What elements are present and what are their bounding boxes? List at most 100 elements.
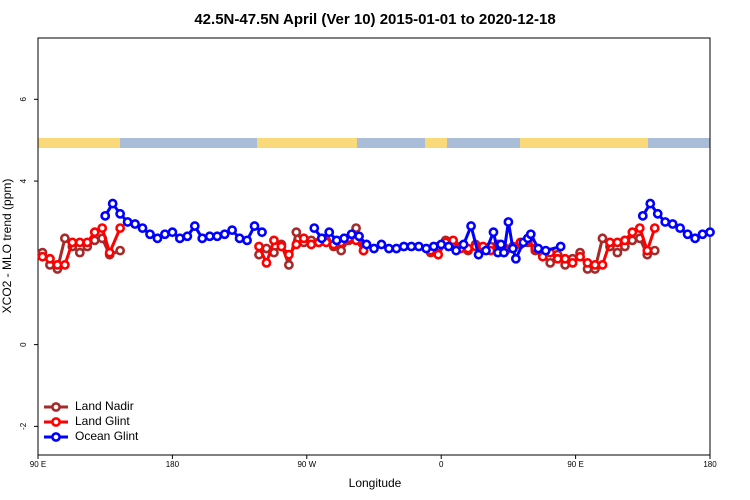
data-point [309,223,320,234]
data-point [269,235,279,246]
data-point [525,229,536,240]
data-point [52,259,63,270]
x-tick-label: 0 [439,460,444,469]
data-point [351,223,361,234]
data-point [107,198,118,209]
legend-swatch-point [51,417,61,427]
legend-label: Land Nadir [75,399,134,413]
data-point [705,227,715,238]
land-mask [38,138,710,148]
data-point [100,210,111,221]
data-point [291,227,302,238]
data-point [115,223,126,234]
data-point [89,227,100,238]
data-point [590,259,600,270]
data-point [122,217,133,227]
data-point [242,235,252,246]
data-point [384,243,394,254]
legend-swatch-point [51,432,61,442]
y-tick-label: 6 [19,97,28,102]
data-point [597,233,608,244]
data-point [324,227,335,238]
data-point [276,241,287,252]
data-point [97,223,108,234]
data-point [391,243,402,254]
data-point [219,229,230,240]
x-tick-label: 90 E [30,460,46,469]
data-point [316,233,327,244]
data-point [619,235,630,246]
data-point [204,231,215,242]
data-point [227,225,238,236]
data-point [675,223,686,234]
data-point [627,235,638,246]
data-point [104,247,115,258]
data-point [637,210,648,221]
data-point [130,219,140,229]
x-tick-label: 90 W [297,460,316,469]
x-tick-label: 180 [703,460,717,469]
data-point [59,233,70,244]
chart-title: 42.5N-47.5N April (Ver 10) 2015-01-01 to… [194,11,555,28]
data-point [354,231,364,242]
data-point [473,249,484,260]
data-point [160,229,170,240]
data-point [234,233,245,244]
data-point [433,249,444,260]
data-point [421,243,432,254]
land-strip [38,138,120,148]
data-point [361,239,372,250]
data-point [45,253,55,264]
land-strip [257,138,357,148]
legend-label: Ocean Glint [75,429,139,443]
data-point [552,253,563,264]
data-point [436,239,447,250]
data-point [406,241,417,252]
data-point [448,235,459,246]
data-point [369,243,379,254]
data-point [74,247,85,258]
data-point [555,241,566,252]
data-point [145,229,155,240]
y-tick-label: 4 [19,178,28,183]
y-axis-title: XCO2 - MLO trend (ppm) [0,179,14,314]
data-point [466,221,476,231]
ocean-strip [38,138,710,148]
data-point [115,245,126,256]
data-point [82,237,93,248]
data-point [37,251,48,262]
data-point [503,217,514,227]
data-point [115,208,126,219]
data-point [167,227,178,238]
data-point [575,251,585,262]
y-tick-label: -2 [19,422,28,430]
data-point [612,247,623,258]
data-point [261,257,272,268]
data-point [605,237,615,248]
data-point [645,198,656,209]
data-point [182,231,193,242]
data-point [283,249,294,260]
data-point [336,245,347,256]
data-point [306,239,317,250]
data-point [346,229,357,240]
legend-swatch-point [51,402,61,412]
data-point [197,233,208,244]
data-point [398,241,409,252]
data-point [481,245,491,256]
data-point [690,233,700,244]
data-point [189,221,200,231]
x-axis-title: Longitude [349,476,402,490]
data-point [582,257,593,268]
data-point [249,221,260,231]
data-point [682,229,693,240]
land-strip [425,138,447,148]
data-point [642,245,653,256]
data-point [667,219,678,229]
plot-frame [37,37,711,456]
data-point [451,245,462,256]
data-point [545,257,556,268]
data-point [510,253,521,264]
data-point [339,233,350,244]
